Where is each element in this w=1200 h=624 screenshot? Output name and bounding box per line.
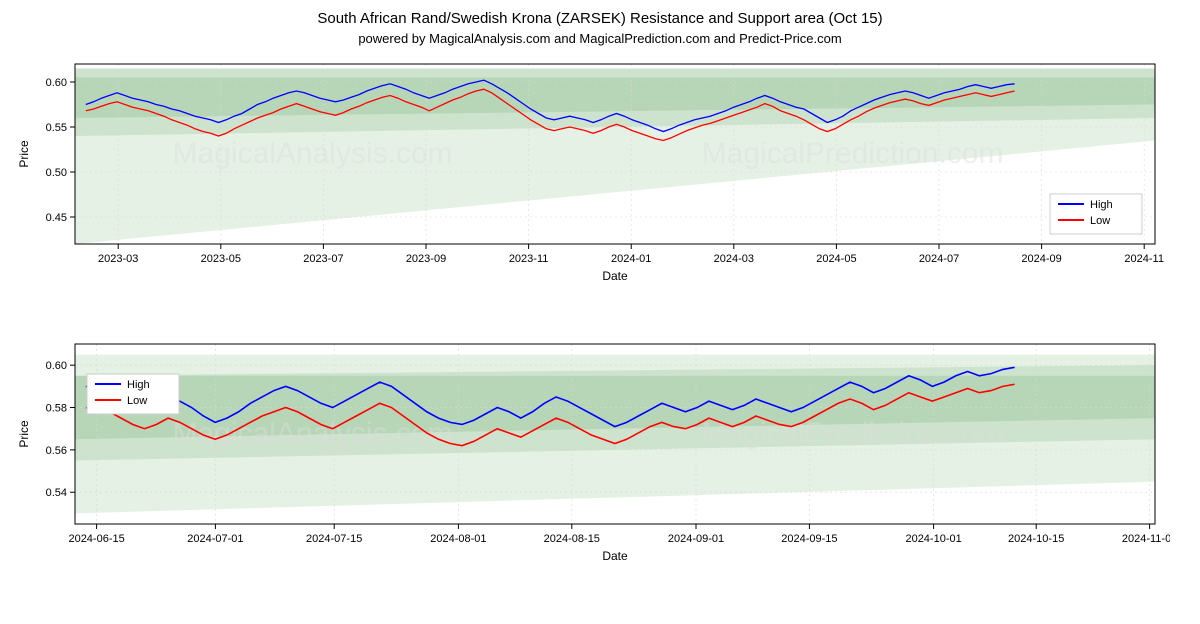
ytick-label: 0.60 [46,360,67,372]
xtick-label: 2024-08-01 [430,533,486,545]
xtick-label: 2023-05 [201,253,241,265]
legend-label: High [127,379,150,391]
watermark-text: MagicalAnalysis.com [173,137,453,170]
xtick-label: 2023-03 [98,253,138,265]
xtick-label: 2024-09-01 [668,533,724,545]
xlabel: Date [602,549,628,563]
chart-svg-1: 0.45 0.50 0.55 0.60 2023-03 2023-05 2023-07 202… [10,54,1170,324]
xlabel: Date [602,269,628,283]
chart-subtitle: powered by MagicalAnalysis.com and Magic… [10,31,1190,46]
xtick-label: 2024-05 [816,253,856,265]
chart-title: South African Rand/Swedish Krona (ZARSEK… [10,10,1190,27]
legend-label: High [1090,199,1113,211]
ytick-label: 0.55 [46,122,67,134]
ytick-label: 0.56 [46,445,67,457]
ytick-label: 0.45 [46,212,67,224]
chart-panel-2: 0.54 0.56 0.58 0.60 2024-06-15 2024-07-01 2024… [10,334,1190,604]
xtick-label: 2024-10-01 [905,533,961,545]
xtick-label: 2024-03 [714,253,754,265]
xtick-label: 2024-10-15 [1008,533,1064,545]
xtick-label: 2024-09-15 [781,533,837,545]
xtick-label: 2023-07 [303,253,343,265]
xtick-label: 2023-09 [406,253,446,265]
ytick-label: 0.54 [46,487,67,499]
ytick-label: 0.50 [46,167,67,179]
xtick-label: 2023-11 [509,253,549,265]
xtick-label: 2024-09 [1021,253,1061,265]
legend-label: Low [1090,215,1110,227]
watermark-text: MagicalPrediction.com [702,417,1004,450]
xtick-label: 2024-01 [611,253,651,265]
ylabel: Price [17,140,31,168]
ytick-label: 0.58 [46,403,67,415]
xtick-label: 2024-11 [1124,253,1164,265]
watermark-text: MagicalPrediction.com [702,137,1004,170]
xtick-label: 2024-07-01 [187,533,243,545]
xtick-label: 2024-07 [919,253,959,265]
xtick-label: 2024-08-15 [544,533,600,545]
chart-svg-2: 0.54 0.56 0.58 0.60 2024-06-15 2024-07-01 2024… [10,334,1170,604]
xtick-label: 2024-07-15 [306,533,362,545]
xtick-label: 2024-06-15 [68,533,124,545]
ylabel: Price [17,420,31,448]
ytick-label: 0.60 [46,77,67,89]
xtick-label: 2024-11-01 [1122,533,1170,545]
legend-label: Low [127,395,147,407]
chart-panel-1: 0.45 0.50 0.55 0.60 2023-03 2023-05 2023-07 202… [10,54,1190,324]
